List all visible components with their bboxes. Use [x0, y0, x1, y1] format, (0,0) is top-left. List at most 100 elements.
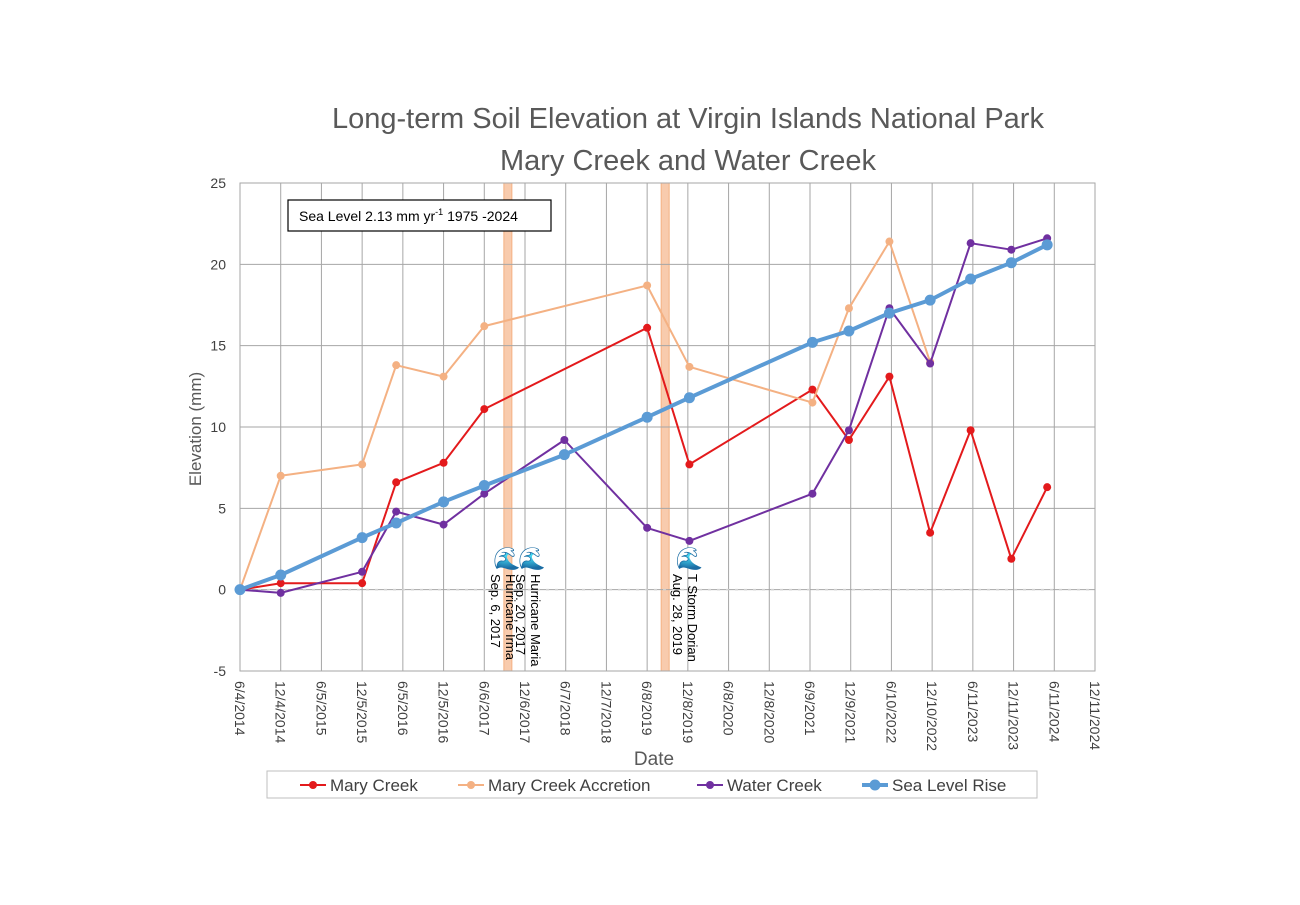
x-tick-label: 6/5/2016: [395, 681, 411, 736]
data-point: [1007, 554, 1016, 563]
legend-item: Mary Creek Accretion: [458, 776, 651, 795]
data-point: [439, 520, 448, 529]
data-point: [808, 385, 817, 394]
data-point: [392, 361, 401, 370]
series-line: [239, 243, 1049, 592]
data-point: [643, 323, 652, 332]
event-name: T Storm Dorian: [685, 574, 700, 662]
data-point: [1043, 483, 1052, 492]
title-line: Long-term Soil Elevation at Virgin Islan…: [332, 103, 1044, 135]
data-point: [358, 567, 367, 576]
x-tick-label: 12/5/2015: [354, 681, 370, 743]
series-sea-level-rise: [234, 239, 1053, 596]
x-tick-label: 12/9/2021: [843, 681, 859, 743]
data-point: [926, 359, 935, 368]
title-line: Mary Creek and Water Creek: [500, 145, 877, 177]
y-tick-label: 15: [210, 338, 226, 354]
series-line: [239, 240, 932, 591]
data-point: [478, 480, 490, 492]
data-point: [356, 532, 368, 544]
x-tick-label: 12/11/2024: [1087, 681, 1103, 750]
data-point: [883, 307, 895, 319]
y-axis-title: Elevation (mm): [186, 372, 205, 486]
series-mary-creek-accretion: [236, 237, 935, 594]
data-point: [480, 405, 489, 414]
data-point: [276, 471, 285, 480]
x-tick-label: 6/11/2024: [1046, 681, 1062, 742]
y-tick-label: 10: [210, 419, 226, 435]
y-tick-label: 20: [210, 256, 226, 272]
event-date: Sep. 6, 2017: [488, 574, 503, 648]
data-point: [390, 517, 402, 529]
data-point: [926, 528, 935, 537]
chart-title: Long-term Soil Elevation at Virgin Islan…: [332, 103, 1044, 177]
sea-level-annotation: Sea Level 2.13 mm yr-1 1975 -2024: [287, 199, 552, 232]
series-line: [239, 326, 1049, 591]
data-point: [685, 536, 694, 545]
series-water-creek: [236, 234, 1052, 597]
x-tick-label: 6/8/2020: [721, 681, 737, 736]
data-point: [1005, 257, 1017, 269]
data-point: [560, 436, 569, 445]
data-point: [844, 426, 853, 435]
data-point: [439, 372, 448, 381]
annotation-box: [287, 199, 552, 232]
data-point: [480, 322, 489, 331]
legend-item: Mary Creek: [300, 776, 418, 795]
data-point: [885, 237, 894, 246]
y-tick-label: 25: [210, 175, 226, 191]
y-tick-label: 0: [218, 582, 226, 598]
legend-label: Sea Level Rise: [892, 776, 1006, 795]
plot-border: [239, 182, 1096, 672]
y-tick-label: -5: [214, 663, 227, 679]
legend-swatch-marker: [869, 779, 881, 791]
data-series: [234, 234, 1053, 597]
data-point: [276, 579, 285, 588]
event-name: Hurricane Maria: [528, 574, 543, 667]
legend: Mary Creek Mary Creek Accretion Water Cree…: [266, 770, 1038, 799]
data-point: [808, 489, 817, 498]
wave-icon: 🌊: [493, 546, 520, 571]
x-tick-label: 6/4/2014: [232, 681, 248, 736]
event-date: Aug. 28, 2019: [670, 574, 685, 655]
event-name: Hurricane Irma: [503, 574, 518, 661]
x-axis-title: Date: [634, 749, 674, 770]
x-tick-label: 6/10/2022: [883, 681, 899, 743]
data-point: [392, 507, 401, 516]
legend-item: Sea Level Rise: [862, 776, 1006, 795]
legend-box: [266, 770, 1038, 799]
y-tick-label: 5: [218, 500, 226, 516]
data-point: [276, 588, 285, 597]
x-tick-label: 12/4/2014: [273, 681, 289, 743]
data-point: [558, 449, 570, 461]
data-point: [439, 458, 448, 467]
x-tick-label: 12/7/2018: [598, 681, 614, 743]
data-point: [275, 569, 287, 581]
x-tick-label: 12/5/2016: [436, 681, 452, 743]
legend-swatch-marker: [309, 781, 317, 789]
x-tick-label: 6/7/2018: [558, 681, 574, 736]
data-point: [683, 392, 695, 404]
x-tick-label: 12/8/2020: [761, 681, 777, 743]
data-point: [438, 496, 450, 508]
data-point: [844, 436, 853, 445]
wave-icon: 🌊: [675, 546, 702, 571]
x-tick-label: 6/11/2023: [965, 681, 981, 742]
x-tick-label: 6/5/2015: [313, 681, 329, 736]
legend-swatch-marker: [467, 781, 475, 789]
x-tick-label: 12/8/2019: [680, 681, 696, 743]
x-tick-label: 12/6/2017: [517, 681, 533, 743]
data-point: [844, 304, 853, 313]
legend-label: Water Creek: [727, 776, 822, 795]
data-point: [234, 584, 246, 596]
data-point: [806, 336, 818, 348]
legend-swatch-marker: [706, 781, 714, 789]
x-tick-label: 12/10/2022: [924, 681, 940, 751]
data-point: [685, 362, 694, 371]
data-point: [643, 281, 652, 290]
legend-item: Water Creek: [697, 776, 822, 795]
